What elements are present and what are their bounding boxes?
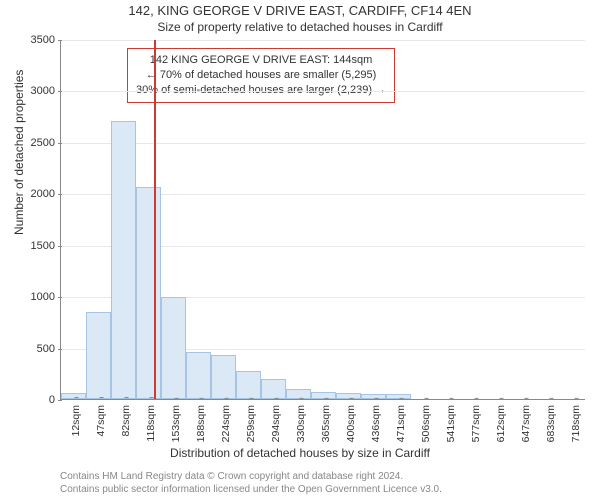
histogram-bar: [161, 297, 186, 399]
info-box: 142 KING GEORGE V DRIVE EAST: 144sqm ← 7…: [127, 48, 395, 103]
x-tick-label: 12sqm: [70, 399, 82, 437]
property-marker-line: [154, 40, 156, 399]
histogram-bar: [86, 312, 111, 399]
x-tick-label: 506sqm: [420, 399, 432, 442]
x-tick-label: 118sqm: [145, 399, 157, 442]
x-tick-label: 188sqm: [195, 399, 207, 442]
footer-line-2: Contains public sector information licen…: [60, 483, 442, 496]
info-line-3: 30% of semi-detached houses are larger (…: [136, 83, 386, 98]
y-axis-label: Number of detached properties: [12, 70, 26, 235]
histogram-bar: [136, 187, 161, 399]
grid-line: [61, 40, 585, 41]
y-tick-label: 500: [37, 343, 61, 355]
x-axis-label: Distribution of detached houses by size …: [0, 446, 600, 460]
x-tick-label: 577sqm: [470, 399, 482, 442]
histogram-bar: [111, 121, 136, 399]
x-tick-label: 718sqm: [570, 399, 582, 442]
histogram-bar: [286, 389, 311, 399]
histogram-bar: [236, 371, 261, 399]
info-line-2: ← 70% of detached houses are smaller (5,…: [136, 68, 386, 83]
histogram-bar: [211, 355, 236, 399]
y-tick-label: 3000: [31, 85, 61, 97]
footer-attribution: Contains HM Land Registry data © Crown c…: [60, 470, 442, 496]
x-tick-label: 647sqm: [520, 399, 532, 442]
y-tick-label: 1000: [31, 291, 61, 303]
x-tick-label: 224sqm: [220, 399, 232, 442]
y-tick-label: 1500: [31, 240, 61, 252]
y-tick-label: 2500: [31, 137, 61, 149]
x-tick-label: 47sqm: [95, 399, 107, 437]
x-tick-label: 294sqm: [270, 399, 282, 442]
x-tick-label: 612sqm: [495, 399, 507, 442]
info-line-1: 142 KING GEORGE V DRIVE EAST: 144sqm: [136, 53, 386, 68]
x-tick-label: 436sqm: [370, 399, 382, 442]
x-tick-label: 153sqm: [170, 399, 182, 442]
y-tick-label: 0: [49, 394, 61, 406]
x-tick-label: 541sqm: [445, 399, 457, 442]
chart-subtitle: Size of property relative to detached ho…: [0, 20, 600, 34]
plot-area: 142 KING GEORGE V DRIVE EAST: 144sqm ← 7…: [60, 40, 585, 400]
grid-line: [61, 143, 585, 144]
x-tick-label: 259sqm: [245, 399, 257, 442]
grid-line: [61, 91, 585, 92]
footer-line-1: Contains HM Land Registry data © Crown c…: [60, 470, 442, 483]
chart-title: 142, KING GEORGE V DRIVE EAST, CARDIFF, …: [0, 3, 600, 18]
histogram-bar: [186, 352, 211, 399]
histogram-bar: [311, 392, 336, 399]
histogram-chart: 142, KING GEORGE V DRIVE EAST, CARDIFF, …: [0, 0, 600, 500]
x-tick-label: 471sqm: [395, 399, 407, 442]
x-tick-label: 400sqm: [345, 399, 357, 442]
x-tick-label: 365sqm: [320, 399, 332, 442]
x-tick-label: 330sqm: [295, 399, 307, 442]
y-tick-label: 3500: [31, 34, 61, 46]
x-tick-label: 82sqm: [120, 399, 132, 437]
x-tick-label: 683sqm: [545, 399, 557, 442]
y-tick-label: 2000: [31, 188, 61, 200]
histogram-bar: [261, 379, 286, 399]
